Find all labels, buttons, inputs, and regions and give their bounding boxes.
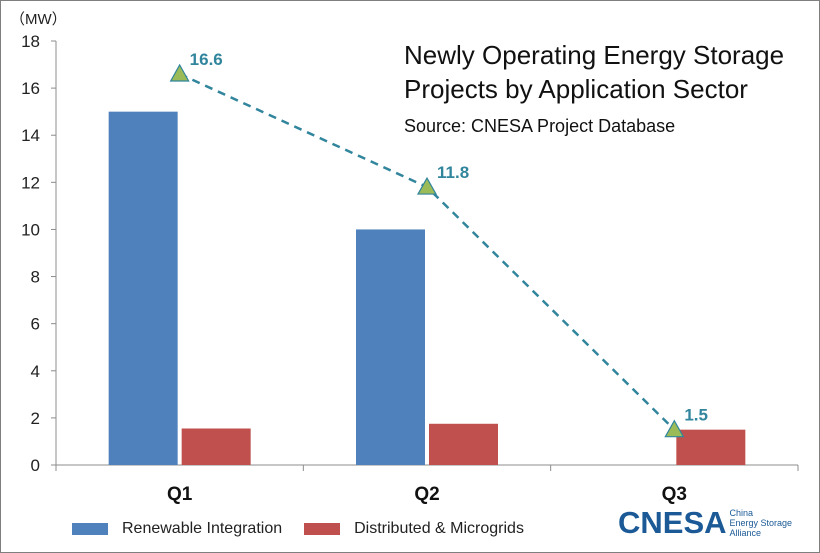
bar-distributed-microgrids: [676, 429, 746, 465]
total-data-label: 1.5: [684, 406, 708, 425]
y-tick-label: 6: [31, 315, 40, 334]
y-tick-label: 4: [31, 362, 40, 381]
x-category-label: Q1: [167, 484, 193, 505]
y-tick-label: 14: [21, 126, 40, 145]
legend-swatch-distributed: [304, 523, 341, 535]
x-category-label: Q2: [414, 484, 439, 505]
legend-item-distributed: Distributed & Microgrids: [304, 520, 524, 538]
y-tick-label: 10: [21, 220, 40, 239]
logo-tagline: China Energy Storage Alliance: [730, 508, 793, 538]
y-unit-label: （MW）: [10, 11, 67, 28]
logo-tagline-line-3: Alliance: [729, 528, 762, 538]
bar-distributed-microgrids: [429, 423, 498, 465]
y-tick-label: 8: [31, 268, 40, 287]
bar-renewable-integration: [108, 111, 178, 466]
y-tick-label: 2: [31, 409, 40, 428]
legend-swatch-renewable: [72, 523, 108, 535]
chart-title-line-2: Projects by Application Sector: [404, 74, 748, 104]
cnesa-logo: CNESA China Energy Storage Alliance: [618, 505, 792, 541]
bar-distributed-microgrids: [181, 428, 251, 465]
y-tick-label: 18: [21, 32, 40, 51]
chart-title-line-1: Newly Operating Energy Storage: [404, 40, 785, 70]
chart-title: Newly Operating Energy Storage Projects …: [404, 38, 784, 106]
logo-tagline-line-1: China: [729, 508, 754, 518]
logo-wordmark: CNESA: [618, 505, 727, 540]
total-point-marker: [169, 63, 190, 82]
total-point-marker: [664, 419, 685, 438]
chart-subtitle: Source: CNESA Project Database: [404, 116, 676, 136]
legend-item-renewable: Renewable Integration: [72, 520, 282, 538]
y-tick-label: 16: [21, 79, 40, 98]
legend-label-renewable: Renewable Integration: [122, 520, 283, 537]
logo-tagline-line-2: Energy Storage: [729, 518, 793, 528]
x-category-label: Q3: [662, 484, 687, 505]
y-tick-label: 0: [31, 456, 40, 475]
legend: Renewable Integration Distributed & Micr…: [72, 520, 546, 538]
total-data-label: 16.6: [190, 50, 223, 69]
total-point-marker: [416, 176, 438, 195]
legend-label-distributed: Distributed & Microgrids: [354, 520, 524, 537]
total-data-label: 11.8: [437, 163, 469, 182]
y-tick-label: 12: [21, 173, 40, 192]
bar-renewable-integration: [356, 229, 425, 465]
